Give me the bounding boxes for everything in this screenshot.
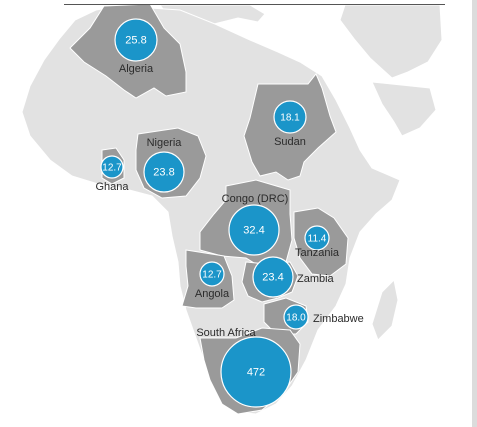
bubble-value-tanzania: 11.4 bbox=[308, 234, 327, 245]
bubble-layer: 25.8 18.1 23.8 12.7 32.4 11.4 12.7 23.4 18.0 472 bbox=[100, 18, 330, 408]
country-label-congo-drc: Congo (DRC) bbox=[222, 193, 289, 205]
country-label-nigeria: Nigeria bbox=[147, 137, 183, 149]
country-label-ghana: Ghana bbox=[95, 181, 129, 193]
bubble-zimbabwe bbox=[283, 304, 309, 330]
bubble-value-algeria: 25.8 bbox=[125, 35, 146, 47]
side-bar bbox=[472, 0, 477, 427]
bubble-angola bbox=[199, 261, 225, 287]
country-label-south-africa: South Africa bbox=[196, 327, 256, 339]
land-madagascar bbox=[371, 278, 399, 341]
country-label-zambia: Zambia bbox=[297, 273, 335, 285]
country-label-sudan: Sudan bbox=[274, 136, 306, 148]
bubble-value-sudan: 18.1 bbox=[280, 113, 300, 124]
bubble-zambia bbox=[252, 256, 294, 298]
bubble-value-zimbabwe: 18.0 bbox=[286, 313, 306, 324]
country-label-zimbabwe: Zimbabwe bbox=[313, 313, 364, 325]
bubble-value-south-africa: 472 bbox=[247, 367, 265, 379]
bubble-congo-drc bbox=[228, 204, 280, 256]
bubble-value-zambia: 23.4 bbox=[262, 272, 283, 284]
bubble-algeria bbox=[114, 18, 158, 62]
country-label-algeria: Algeria bbox=[119, 63, 154, 75]
land-arabia bbox=[371, 81, 437, 137]
bubble-value-angola: 12.7 bbox=[202, 270, 222, 281]
bubble-value-nigeria: 23.8 bbox=[153, 167, 174, 179]
bubble-sudan bbox=[273, 100, 307, 134]
bubble-tanzania bbox=[304, 225, 330, 251]
bubble-value-congo-drc: 32.4 bbox=[243, 225, 264, 237]
bubble-ghana bbox=[100, 155, 124, 179]
country-label-tanzania: Tanzania bbox=[295, 247, 340, 259]
country-label-angola: Angola bbox=[195, 288, 230, 300]
bubble-nigeria bbox=[143, 151, 185, 193]
label-layer: Algeria Sudan Nigeria Ghana Congo (DRC) Tanza… bbox=[95, 63, 363, 339]
bubble-value-ghana: 12.7 bbox=[102, 163, 122, 174]
bubble-south-africa bbox=[220, 336, 292, 408]
land-middle-east bbox=[339, 4, 443, 79]
